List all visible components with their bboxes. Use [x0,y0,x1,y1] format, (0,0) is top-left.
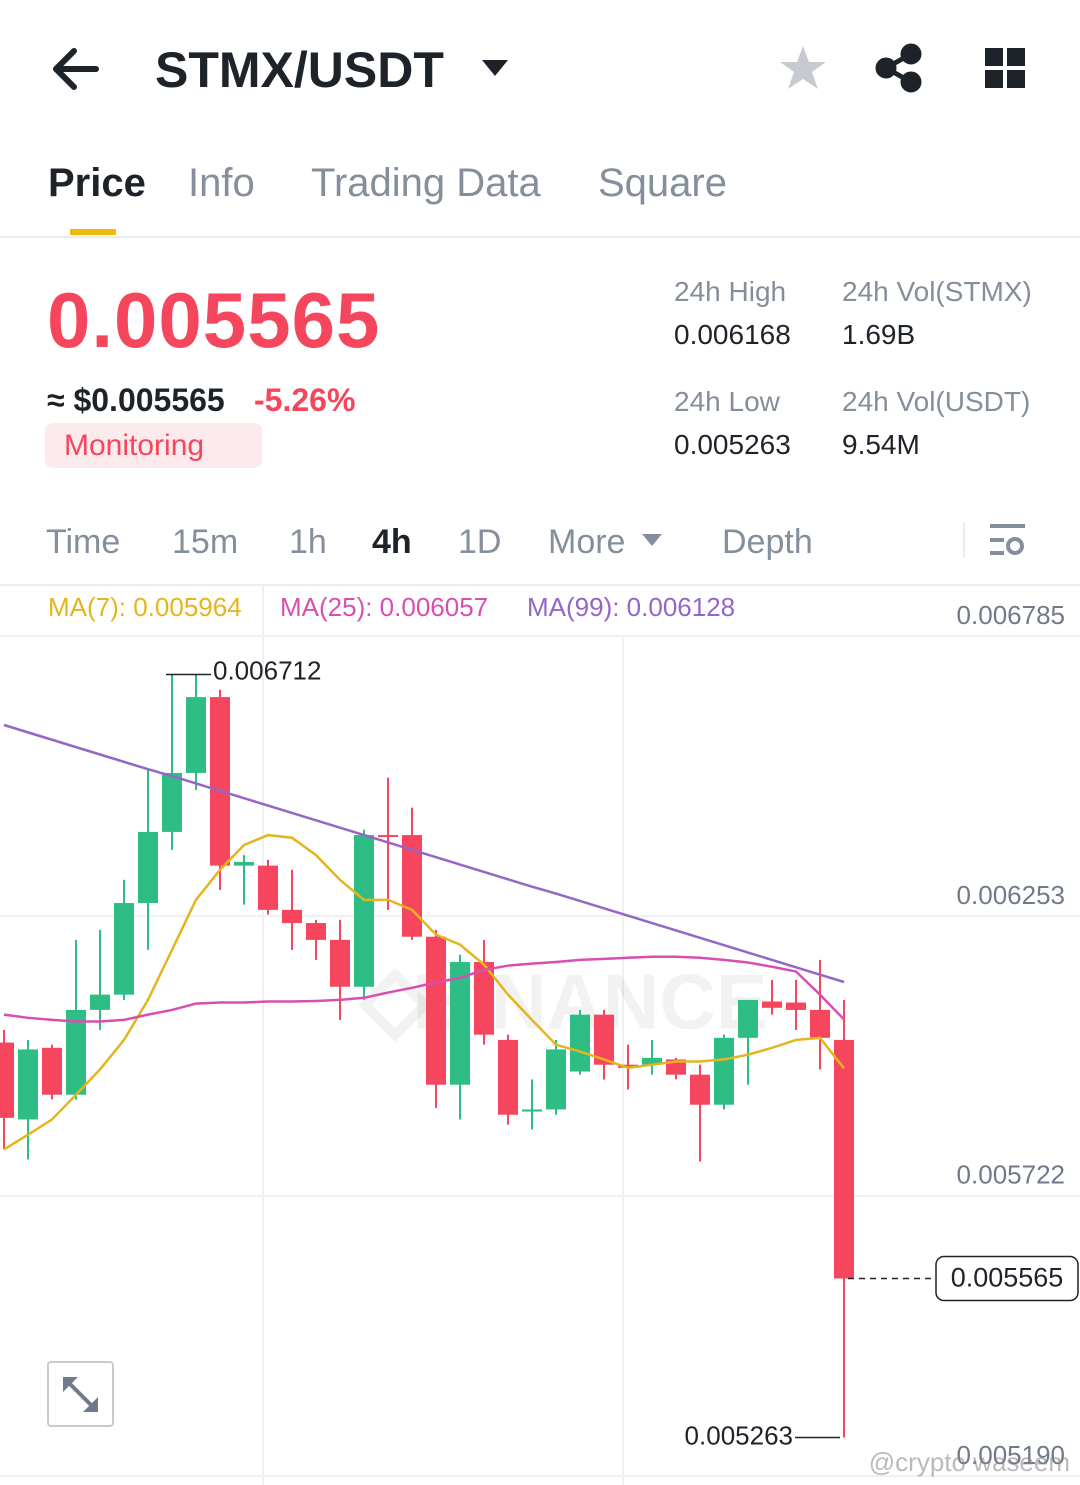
candle-body [66,1009,86,1095]
y-tick-label: 0.005190 [957,1440,1065,1470]
max-label: 0.006712 [213,655,321,685]
tab[interactable]: Price [48,161,146,205]
candle-body [0,1042,14,1118]
monitoring-pill[interactable] [45,423,262,468]
candle-body [762,1001,782,1008]
candle-body [114,903,134,995]
share-icon[interactable] [875,43,922,93]
watermark-credit: @crypto waseem [869,1447,1070,1477]
candle-body [186,697,206,773]
back-button[interactable] [53,48,99,90]
expand-icon [63,1377,98,1412]
y-tick-label: 0.006785 [957,600,1065,630]
candle-body [618,1064,638,1068]
usd-price: ≈ $0.005565 [47,382,225,418]
interval-tab[interactable]: 15m [172,523,239,561]
grid-menu-icon[interactable] [985,48,1025,88]
ma-line [3,723,845,984]
candle-body [786,1002,806,1010]
interval-tab[interactable]: 1h [289,523,327,561]
candle-body [234,861,254,866]
min-label: 0.005263 [685,1420,793,1450]
stat-value: 0.005263 [674,429,791,460]
candle-body [738,999,758,1038]
stat-value: 1.69B [842,319,916,350]
interval-tab[interactable]: Time [46,523,121,561]
interval-tab[interactable]: Depth [722,523,813,561]
candle-body [810,1009,830,1038]
ma-line [3,955,845,1023]
stat-label: 24h High [674,276,787,307]
candle-body [378,835,398,838]
candle-body [714,1037,734,1105]
monitoring-label[interactable]: Monitoring [64,429,205,462]
last-price-label: 0.005565 [951,1263,1064,1293]
candle-body [354,835,374,987]
pair-title[interactable]: STMX/USDT [155,42,444,98]
candle-body [138,831,158,904]
candle-body [306,923,326,940]
interval-tab[interactable]: 1D [458,523,502,561]
ma-legend: MA(25): 0.006057 [280,592,489,622]
candle-body [258,865,278,910]
interval-tab[interactable]: 4h [372,523,412,561]
candle-body [282,909,302,924]
dropdown-arrow[interactable] [482,60,508,76]
favorite-star[interactable] [780,46,826,89]
tab[interactable]: Square [598,161,727,205]
tab[interactable]: Trading Data [311,161,541,205]
chart-settings-icon[interactable] [990,524,1025,555]
ma-line [3,833,845,1151]
candle-body [162,772,182,832]
candle-body [642,1057,662,1065]
price-change: -5.26% [254,382,356,418]
more-arrow[interactable] [642,534,662,546]
candle-body [594,1014,614,1065]
stat-value: 0.006168 [674,319,791,350]
interval-tab[interactable]: More [548,523,626,561]
candle-body [546,1049,566,1110]
candle-body [834,1039,854,1279]
candle-body [450,961,470,1085]
candle-body [42,1047,62,1095]
candle-body [522,1109,542,1112]
y-tick-label: 0.006253 [957,880,1065,910]
ma-legend: MA(7): 0.005964 [48,592,242,622]
candle-body [210,697,230,866]
stat-label: 24h Low [674,386,780,417]
tab[interactable]: Info [188,161,255,205]
candle-body [690,1074,710,1105]
candle-body [426,936,446,1085]
last-price: 0.005565 [47,276,381,364]
active-tab-indicator [70,229,116,235]
stat-label: 24h Vol(USDT) [842,386,1031,417]
y-tick-label: 0.005722 [957,1160,1065,1190]
candle-body [498,1039,518,1115]
candle-body [402,835,422,937]
ma-legend: MA(99): 0.006128 [527,592,736,622]
candle-body [570,1014,590,1072]
candle-body [330,939,350,987]
candle-body [18,1049,38,1120]
candle-body [90,994,110,1010]
stat-label: 24h Vol(STMX) [842,276,1032,307]
last-price-box [935,1255,1079,1302]
candle-body [474,961,494,1035]
stat-value: 9.54M [842,429,920,460]
